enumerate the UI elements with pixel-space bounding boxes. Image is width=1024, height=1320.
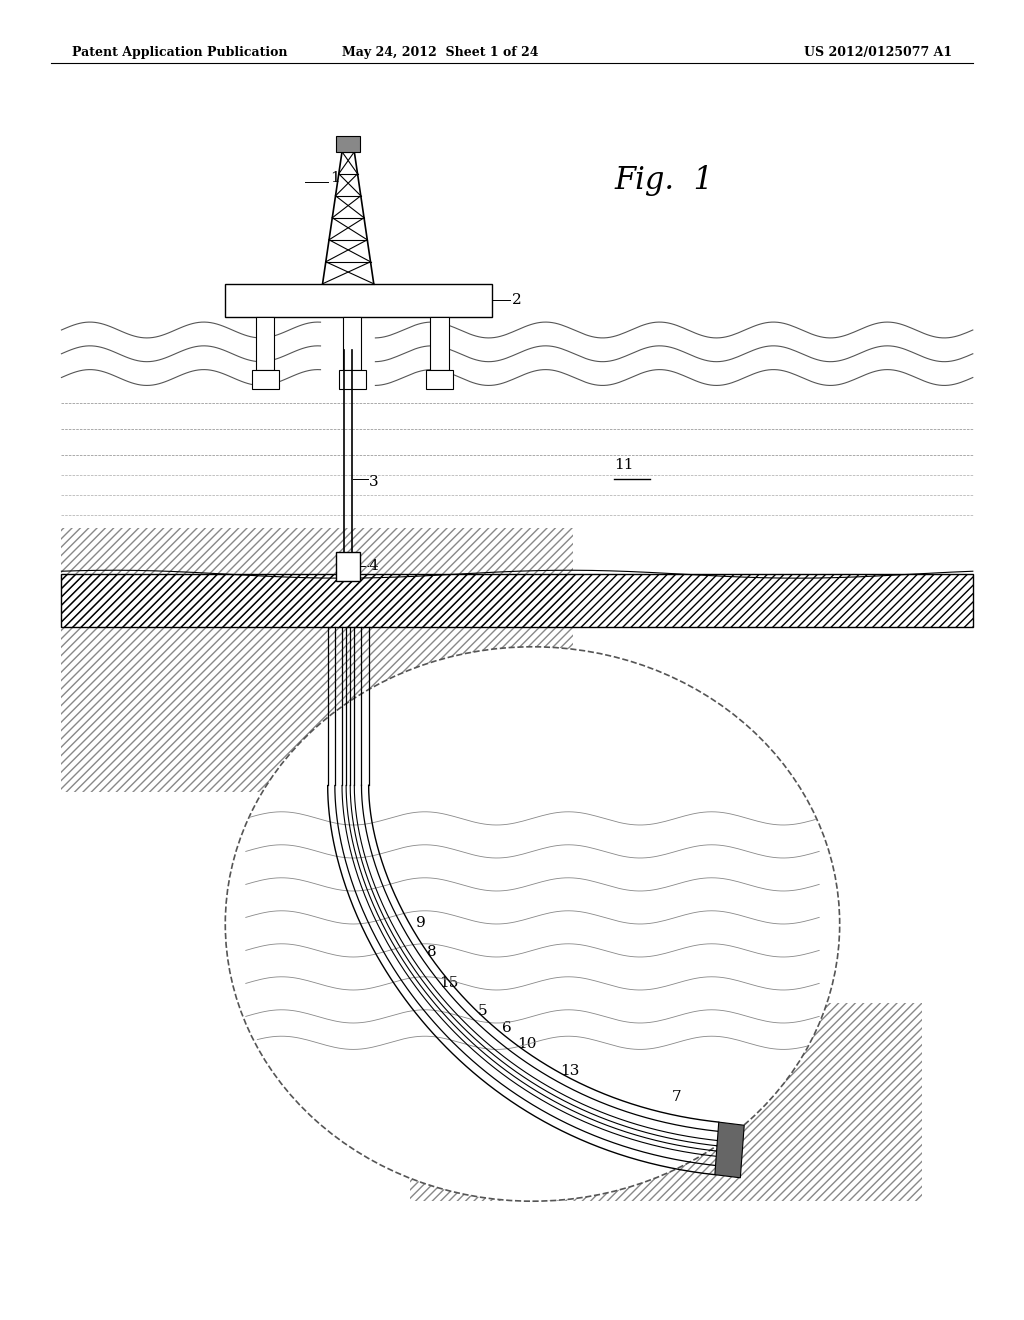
Text: 1: 1 [330, 172, 340, 185]
Text: May 24, 2012  Sheet 1 of 24: May 24, 2012 Sheet 1 of 24 [342, 46, 539, 59]
Text: 2: 2 [512, 293, 522, 306]
Text: 15: 15 [439, 975, 458, 990]
Text: 13: 13 [560, 1064, 580, 1078]
Text: 8: 8 [427, 945, 436, 960]
Bar [336, 552, 360, 581]
Bar [426, 370, 453, 389]
Text: 11: 11 [614, 458, 634, 471]
Ellipse shape [225, 647, 840, 1201]
Text: Fig.  1: Fig. 1 [614, 165, 714, 195]
Text: 5: 5 [477, 1005, 487, 1018]
Bar [410, 1003, 922, 1201]
Text: 10: 10 [517, 1038, 537, 1052]
Text: 7: 7 [672, 1090, 682, 1104]
Bar [336, 136, 360, 152]
Bar [252, 370, 279, 389]
Bar [225, 284, 492, 317]
Polygon shape [715, 1122, 744, 1177]
Text: Patent Application Publication: Patent Application Publication [72, 46, 287, 59]
Bar [430, 317, 449, 370]
Bar [61, 574, 973, 627]
Bar [256, 317, 274, 370]
Bar [339, 370, 366, 389]
Text: US 2012/0125077 A1: US 2012/0125077 A1 [804, 46, 952, 59]
Text: 6: 6 [502, 1020, 512, 1035]
Bar [343, 317, 361, 370]
Text: 3: 3 [369, 475, 378, 488]
Bar [61, 528, 573, 792]
Text: 4: 4 [369, 560, 379, 573]
Bar [61, 574, 348, 825]
Text: 9: 9 [416, 916, 426, 929]
